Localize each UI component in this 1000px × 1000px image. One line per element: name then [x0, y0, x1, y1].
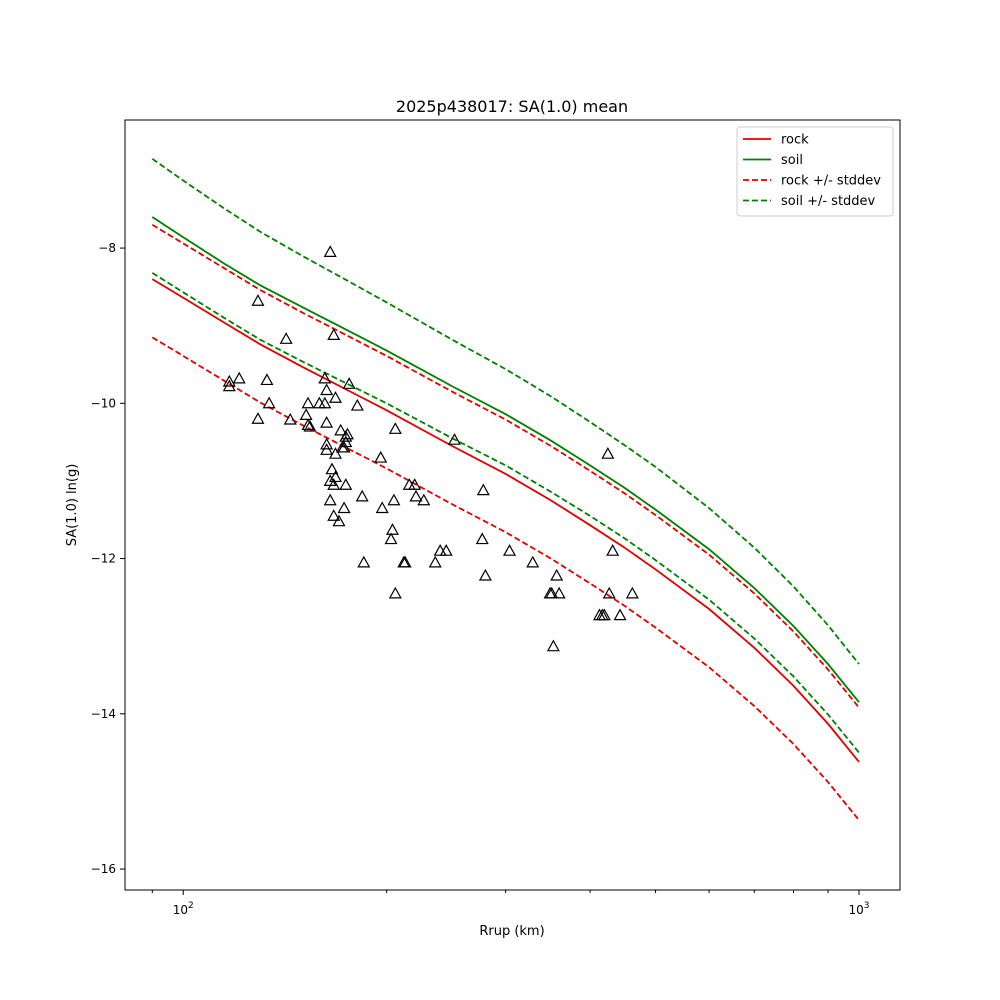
x-tick-label: 103	[848, 901, 869, 917]
observation-point	[606, 544, 620, 556]
y-axis: −8 −10 −12 −14 −16	[91, 241, 125, 876]
observation-point	[320, 443, 334, 455]
observation-point	[385, 523, 399, 535]
observation-point	[323, 493, 337, 506]
observation-point	[475, 532, 489, 545]
observation-point	[503, 544, 517, 556]
observation-point	[408, 478, 422, 490]
observation-point	[357, 555, 371, 568]
plot-frame	[124, 119, 901, 891]
observation-point	[417, 493, 431, 506]
y-tick-label: −8	[98, 241, 116, 255]
observation-point	[337, 501, 351, 514]
observation-point	[251, 412, 265, 424]
observation-point	[428, 555, 442, 568]
legend-label: rock +/- stddev	[781, 174, 881, 189]
observation-point	[301, 396, 315, 409]
observation-point	[339, 435, 353, 448]
observation-point	[601, 447, 615, 459]
observation-point	[545, 586, 559, 599]
observation-point	[625, 586, 639, 599]
observation-point	[602, 586, 616, 599]
observation-point	[323, 245, 337, 257]
observation-point	[320, 415, 334, 428]
observation-point	[476, 483, 490, 496]
observation-point	[439, 544, 453, 556]
observation-point	[550, 568, 564, 581]
observation-point	[350, 398, 364, 411]
observation-point	[375, 501, 389, 514]
observation-point	[613, 608, 627, 621]
legend-box	[736, 126, 894, 217]
observation-point	[447, 433, 462, 445]
series-line-4	[151, 158, 860, 665]
observation-point	[327, 478, 341, 490]
legend-label: soil	[781, 153, 803, 168]
observation-point	[334, 423, 348, 436]
observation-point	[328, 391, 343, 403]
observation-point	[318, 371, 332, 384]
legend: rock soil rock +/- stddev soil +/- stddev	[736, 126, 894, 217]
series-line-2	[151, 224, 860, 709]
observation-point	[328, 447, 343, 459]
legend-label: rock	[781, 133, 809, 148]
observation-point	[301, 418, 315, 431]
observation-point	[355, 489, 369, 502]
y-tick-label: −10	[91, 396, 116, 410]
observation-point	[546, 639, 560, 652]
observation-point	[327, 509, 341, 521]
observation-point	[327, 328, 341, 341]
series-line-5	[151, 272, 860, 754]
observation-point	[552, 586, 566, 599]
observation-point	[337, 440, 351, 453]
y-axis-label: SA(1.0) ln(g)	[65, 464, 80, 547]
y-tick-label: −16	[91, 862, 116, 876]
observation-point	[320, 437, 334, 450]
observation-point	[409, 489, 423, 502]
x-tick-label: 102	[173, 901, 194, 917]
series-line-1	[151, 216, 860, 703]
observation-point	[388, 422, 402, 434]
observation-point	[222, 379, 236, 392]
observation-point	[320, 383, 334, 396]
series-layer	[151, 158, 860, 821]
observation-point	[283, 412, 297, 425]
observation-point	[526, 555, 540, 568]
x-axis: 102 103	[151, 890, 869, 917]
series-line-3	[151, 336, 860, 821]
observation-point	[325, 462, 339, 475]
observation-point	[332, 514, 346, 527]
observation-point	[398, 555, 412, 568]
observation-point	[478, 568, 492, 581]
observation-point	[388, 586, 402, 599]
observation-point	[339, 478, 353, 490]
y-tick-label: −12	[91, 552, 116, 566]
legend-label: soil +/- stddev	[781, 194, 876, 209]
observation-point	[262, 396, 276, 409]
observation-point	[387, 493, 401, 506]
observation-point	[222, 374, 236, 387]
observation-point	[303, 419, 317, 432]
observation-point	[342, 377, 356, 389]
observation-point	[374, 450, 388, 463]
observation-point	[299, 408, 313, 420]
x-axis-label: Rrup (km)	[479, 924, 544, 939]
observation-points	[222, 245, 639, 652]
observation-point	[260, 373, 274, 386]
observation-point	[384, 532, 398, 545]
observation-point	[251, 294, 265, 306]
observation-point	[279, 332, 293, 344]
observation-point	[318, 396, 332, 409]
chart-title: 2025p438017: SA(1.0) mean	[396, 97, 628, 116]
series-line-0	[151, 278, 860, 763]
observation-point	[232, 371, 246, 384]
observation-point	[597, 608, 611, 621]
y-tick-label: −14	[91, 707, 116, 721]
